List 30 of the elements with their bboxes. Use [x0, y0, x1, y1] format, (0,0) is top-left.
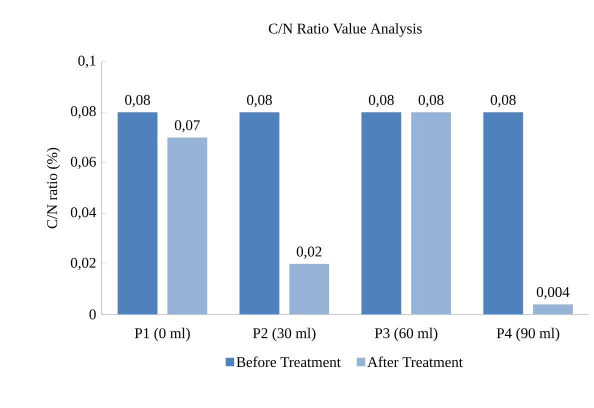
bar: [361, 112, 402, 314]
data-label: 0,08: [247, 94, 272, 108]
data-label: 0,08: [418, 94, 444, 108]
x-tick-label: P2 (30 ml): [252, 328, 316, 342]
y-tick-label: 0,06: [70, 156, 96, 169]
data-label: 0,08: [490, 94, 516, 108]
y-tick-label: 0,02: [70, 258, 96, 270]
chart-title: C/N Ratio Value Analysis: [268, 23, 422, 37]
y-tick-label: 0,1: [78, 56, 96, 68]
bar: [411, 112, 451, 314]
bar: [533, 304, 573, 314]
data-label: 0,08: [368, 94, 394, 108]
data-label: 0,07: [174, 120, 200, 132]
bar: [483, 112, 524, 314]
x-tick-label: P3 (60 ml): [374, 328, 438, 342]
y-axis-title: C/N ratio (%): [46, 148, 60, 228]
data-label: 0,004: [536, 287, 570, 300]
legend-label: After Treatment: [367, 356, 463, 368]
legend-label: Before Treatment: [236, 356, 341, 368]
x-tick-label: P1 (0 ml): [134, 328, 190, 342]
bar: [240, 112, 280, 314]
bar: [289, 264, 330, 314]
data-label: 0,08: [125, 94, 150, 108]
y-tick-label: 0,04: [70, 207, 96, 220]
y-tick-label: 0: [89, 309, 96, 320]
bar: [167, 138, 208, 314]
data-label: 0,02: [296, 246, 322, 259]
x-tick-label: P4 (90 ml): [496, 328, 560, 342]
bar: [118, 112, 158, 314]
y-tick-label: 0,08: [70, 106, 96, 118]
